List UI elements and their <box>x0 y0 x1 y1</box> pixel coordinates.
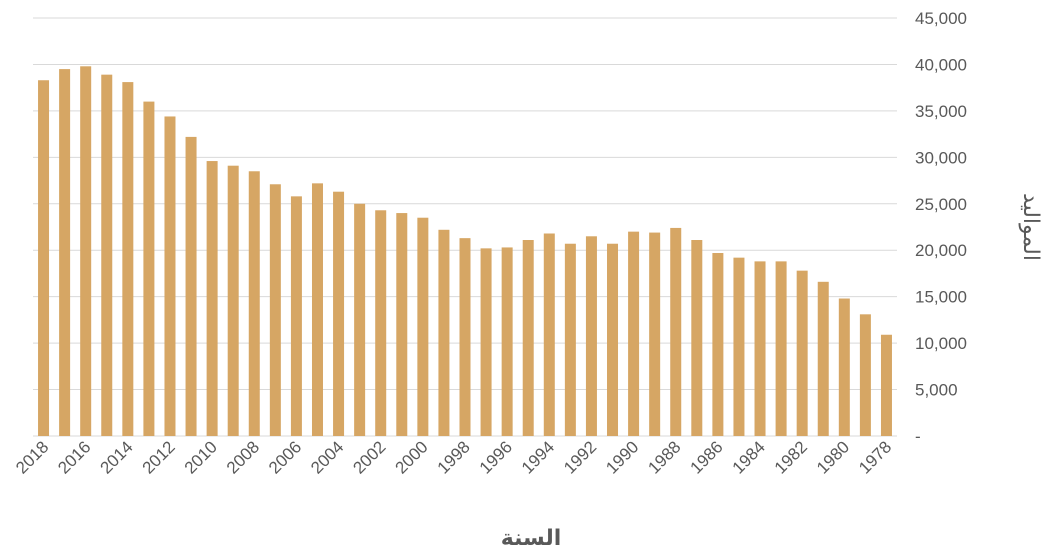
bar-1993 <box>564 243 576 436</box>
bar-1990 <box>628 231 640 436</box>
bar-1989 <box>649 232 661 436</box>
bar-2018 <box>38 80 50 436</box>
x-tick-label: 2010 <box>181 437 221 477</box>
x-tick-label: 1984 <box>729 437 769 477</box>
x-axis-title: السنة <box>501 526 562 551</box>
y-tick-label: 5,000 <box>915 381 958 400</box>
x-tick-label: 1988 <box>644 437 684 477</box>
bar-1980 <box>838 298 850 436</box>
x-tick-label: 2004 <box>307 437 347 477</box>
x-tick-label: 2014 <box>96 437 136 477</box>
y-tick-label: 45,000 <box>915 9 967 28</box>
bar-1994 <box>543 233 555 436</box>
bar-2004 <box>333 191 345 436</box>
x-tick-label: 2016 <box>54 437 94 477</box>
x-tick-label: 1980 <box>813 437 853 477</box>
bar-2010 <box>206 161 218 436</box>
bar-1998 <box>459 238 471 436</box>
y-tick-label: 25,000 <box>915 195 967 214</box>
bar-2012 <box>164 116 176 436</box>
bar-2003 <box>354 203 366 436</box>
bar-2000 <box>417 217 429 436</box>
x-tick-labels: 2018 2016 2014 2012 2010 2008 2006 2004 2002 2000… <box>12 437 895 477</box>
x-tick-label: 1994 <box>518 437 558 477</box>
x-tick-label: 2012 <box>139 437 179 477</box>
x-tick-label: 2008 <box>223 437 263 477</box>
bar-1985 <box>733 257 745 436</box>
bar-1992 <box>585 236 597 436</box>
bar-2009 <box>227 165 239 436</box>
x-tick-label: 2006 <box>265 437 305 477</box>
y-tick-label: 10,000 <box>915 334 967 353</box>
bar-2007 <box>269 184 281 436</box>
bar-2008 <box>248 171 260 436</box>
bar-1981 <box>817 281 829 436</box>
y-tick-label: 20,000 <box>915 241 967 260</box>
bar-2002 <box>375 210 387 436</box>
bar-1996 <box>501 247 513 436</box>
x-tick-label: 1986 <box>687 437 727 477</box>
bar-1984 <box>754 261 766 436</box>
x-tick-label: 1996 <box>476 437 516 477</box>
y-tick-label: 35,000 <box>915 102 967 121</box>
bar-2011 <box>185 136 197 437</box>
bar-2005 <box>311 183 323 436</box>
bar-2001 <box>396 213 408 436</box>
bar-1995 <box>522 240 534 436</box>
y-tick-label: 30,000 <box>915 148 967 167</box>
y-axis-title: المواليد <box>1018 193 1042 261</box>
bar-1982 <box>796 270 808 436</box>
y-tick-labels: - 5,000 10,000 15,000 20,000 25,000 30,000 35,0… <box>915 9 967 446</box>
bar-2015 <box>101 74 113 436</box>
bar-1978 <box>880 334 892 436</box>
y-tick-label: - <box>915 427 921 446</box>
bar-1999 <box>438 229 450 436</box>
x-tick-label: 1990 <box>602 437 642 477</box>
x-tick-label: 1982 <box>771 437 811 477</box>
bar-1991 <box>607 243 619 436</box>
bar-2006 <box>290 196 302 436</box>
bar-1987 <box>691 240 703 436</box>
y-tick-label: 40,000 <box>915 55 967 74</box>
x-tick-label: 2002 <box>349 437 389 477</box>
bar-1997 <box>480 248 492 436</box>
bars <box>38 66 892 437</box>
bar-1986 <box>712 253 724 436</box>
x-tick-label: 2018 <box>12 437 52 477</box>
bar-2017 <box>59 69 71 436</box>
bar-2016 <box>80 66 92 437</box>
x-tick-label: 1998 <box>434 437 474 477</box>
bar-2014 <box>122 82 134 437</box>
bar-1979 <box>859 314 871 436</box>
x-tick-label: 1992 <box>560 437 600 477</box>
y-tick-label: 15,000 <box>915 288 967 307</box>
x-tick-label: 2000 <box>391 437 431 477</box>
x-tick-label: 1978 <box>855 437 895 477</box>
bar-1988 <box>670 227 682 436</box>
bar-1983 <box>775 261 787 436</box>
bar-2013 <box>143 101 155 436</box>
